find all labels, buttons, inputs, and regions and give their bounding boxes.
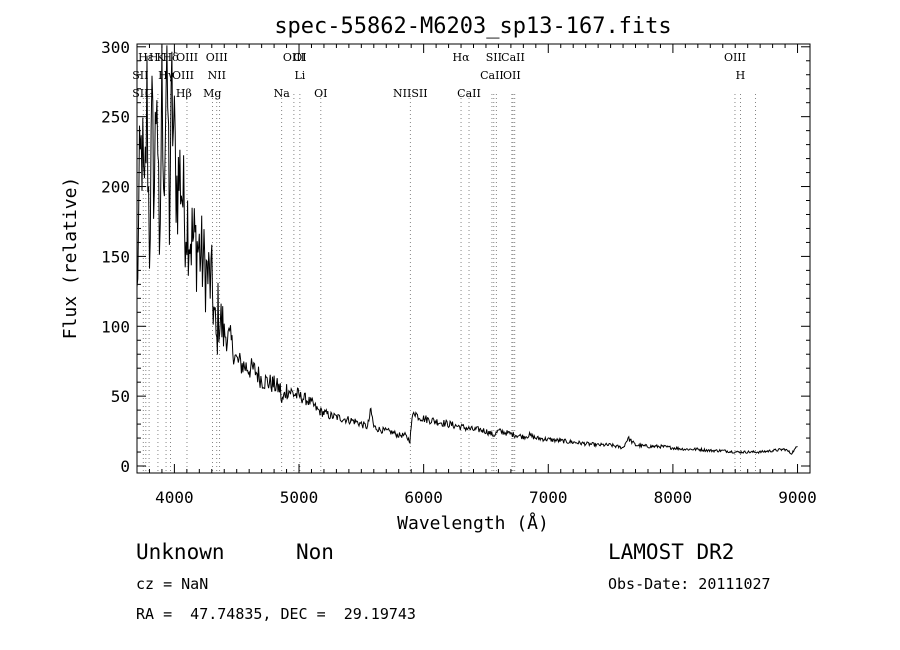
spectral-line-label: NII [208,69,226,82]
spectral-class: Unknown [136,540,225,564]
spectral-line-label: OIII [172,69,194,82]
spectral-line-label: Hε [138,51,154,64]
spectral-subclass: Non [296,540,334,564]
spectral-line-label: Mg [203,87,221,100]
y-tick-label: 300 [101,38,130,57]
spectral-line-label: H [149,51,159,64]
y-tick-label: 0 [120,457,130,476]
spectral-line-label: OI [314,87,327,100]
spectral-line-label: SII [132,69,148,82]
x-tick-label: 7000 [529,488,568,507]
spectral-line-label: G [145,87,154,100]
y-tick-label: 250 [101,108,130,127]
spectral-line-label: CaII [501,51,525,64]
spectral-line-label: OII [503,69,521,82]
spectral-line-label: OI [293,51,306,64]
x-tick-label: 6000 [404,488,443,507]
spectral-line-label: SII [486,51,502,64]
spectrum-line [136,45,798,455]
x-axis: 4000 5000 6000 7000 8000 9000 [136,44,817,507]
y-tick-label: 200 [101,178,130,197]
spectral-line-label: OIII [283,51,305,64]
spectral-line-label: OIII [206,51,228,64]
ra-dec: RA = 47.74835, DEC = 29.19743 [136,605,416,623]
y-axis: 0 50 100 150 200 250 300 [101,38,810,476]
x-tick-label: 8000 [654,488,693,507]
survey-name: LAMOST DR2 [608,540,735,564]
x-axis-label: Wavelength (Å) [397,512,549,534]
x-tick-label: 5000 [280,488,319,507]
redshift-cz: cz = NaN [136,575,209,593]
spectral-line-label: SII [132,87,148,100]
obs-date: Obs-Date: 20111027 [608,575,771,593]
spectral-line-label: K [156,51,165,64]
spectral-line-label: Hα [453,51,471,64]
spectral-line-label: CaII [480,69,504,82]
spectral-line-label: Na [274,87,291,100]
plot-frame [136,43,811,474]
spectral-line-markers [142,94,756,473]
x-tick-label: 9000 [778,488,817,507]
spectral-line-label: CaII [457,87,481,100]
spectral-line-label: NIISII [393,87,428,100]
spectral-line-label: Hβ [176,87,192,100]
spectral-line-label: H [736,69,746,82]
spectral-line-label: OIII [176,51,198,64]
chart-title: spec-55862-M6203_sp13-167.fits [274,14,671,39]
y-tick-label: 50 [111,387,130,406]
y-tick-label: 150 [101,247,130,266]
y-tick-label: 100 [101,317,130,336]
y-axis-label: Flux (relative) [60,177,81,340]
spectral-line-label: Li [294,69,305,82]
spectral-line-label: OIII [724,51,746,64]
x-tick-label: 4000 [155,488,194,507]
